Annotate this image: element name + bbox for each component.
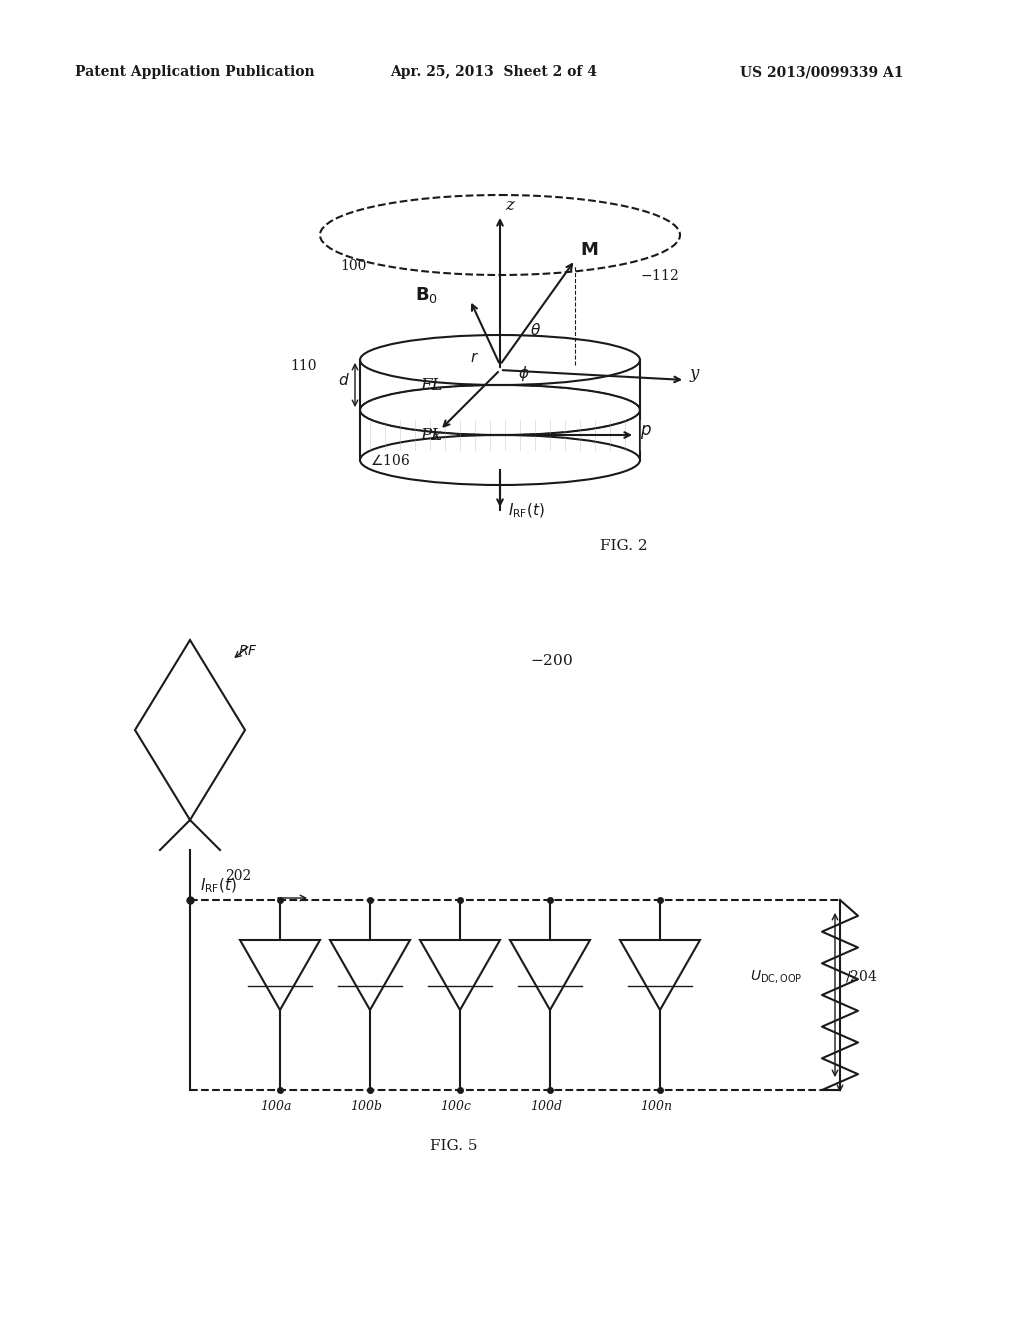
Text: 100: 100 bbox=[340, 259, 367, 273]
Text: 100n: 100n bbox=[640, 1100, 672, 1113]
Text: $-$112: $-$112 bbox=[640, 268, 679, 282]
Text: FIG. 5: FIG. 5 bbox=[430, 1139, 477, 1152]
Text: 100c: 100c bbox=[440, 1100, 471, 1113]
Text: Apr. 25, 2013  Sheet 2 of 4: Apr. 25, 2013 Sheet 2 of 4 bbox=[390, 65, 597, 79]
Text: $\mathbf{B}_0$: $\mathbf{B}_0$ bbox=[415, 285, 438, 305]
Text: PL: PL bbox=[420, 426, 442, 444]
Text: z: z bbox=[505, 197, 514, 214]
Text: 100b: 100b bbox=[350, 1100, 382, 1113]
Text: $p$: $p$ bbox=[640, 422, 652, 441]
Text: $\theta$: $\theta$ bbox=[530, 322, 541, 338]
Text: $\mathsf{/}$204: $\mathsf{/}$204 bbox=[845, 968, 878, 983]
Text: $\mathsf{-}$200: $\mathsf{-}$200 bbox=[530, 653, 572, 668]
Text: FIG. 2: FIG. 2 bbox=[600, 539, 647, 553]
Text: 100d: 100d bbox=[530, 1100, 562, 1113]
Text: FL: FL bbox=[420, 376, 442, 393]
Text: $I_{\rm RF}(t)$: $I_{\rm RF}(t)$ bbox=[200, 876, 237, 895]
Text: $r$: $r$ bbox=[470, 351, 479, 366]
Text: $I_{\rm RF}(t)$: $I_{\rm RF}(t)$ bbox=[508, 502, 545, 520]
Text: $\mathbf{M}$: $\mathbf{M}$ bbox=[580, 242, 598, 259]
Text: 100a: 100a bbox=[260, 1100, 292, 1113]
Text: $\mathsf{\angle}$106: $\mathsf{\angle}$106 bbox=[370, 453, 410, 469]
Text: 202: 202 bbox=[225, 869, 251, 883]
Text: US 2013/0099339 A1: US 2013/0099339 A1 bbox=[740, 65, 903, 79]
Text: $U_{\rm DC,OOP}$: $U_{\rm DC,OOP}$ bbox=[750, 969, 803, 986]
Text: $\phi$: $\phi$ bbox=[518, 364, 529, 383]
Text: y: y bbox=[690, 366, 699, 381]
Text: x: x bbox=[432, 426, 441, 444]
Text: $d$: $d$ bbox=[338, 372, 350, 388]
Text: Patent Application Publication: Patent Application Publication bbox=[75, 65, 314, 79]
Text: 110: 110 bbox=[290, 359, 316, 374]
Text: $RF$: $RF$ bbox=[238, 644, 258, 657]
